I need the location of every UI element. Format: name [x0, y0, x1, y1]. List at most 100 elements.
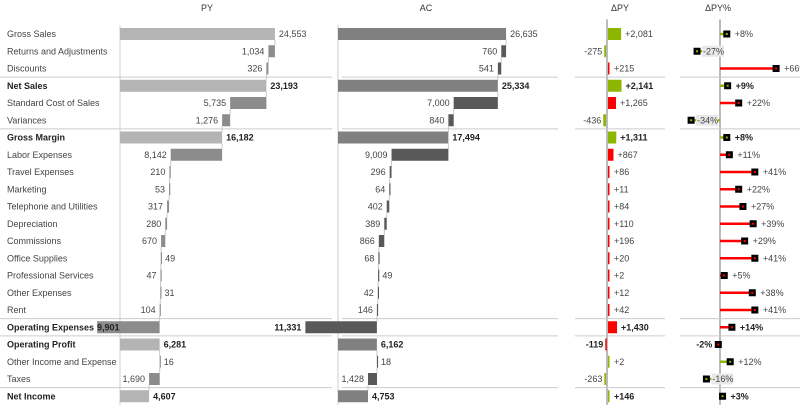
ac-bar	[497, 62, 502, 75]
py-value-label: 210	[150, 167, 165, 177]
delta-label: +215	[614, 64, 634, 74]
delta-pct-label: +41%	[763, 167, 786, 177]
py-value-label: 31	[164, 288, 174, 298]
ac-value-label: 296	[371, 167, 386, 177]
py-value-label: 670	[142, 236, 157, 246]
delta-pct-label: +38%	[760, 288, 783, 298]
header-delta-py: ΔPY	[611, 3, 629, 13]
delta-bar	[608, 28, 622, 40]
delta-pct-label: +9%	[736, 81, 754, 91]
py-bar	[159, 355, 161, 368]
delta-pct-label: +27%	[751, 202, 774, 212]
row-label: Commissions	[7, 236, 62, 246]
row-label: Net Sales	[7, 81, 48, 91]
delta-pct-marker-center	[753, 309, 756, 311]
delta-bar	[608, 166, 610, 178]
delta-label: +2,081	[625, 29, 653, 39]
delta-label: +1,430	[621, 322, 649, 332]
py-bar	[230, 97, 267, 109]
py-bar	[161, 235, 166, 247]
delta-pct-marker-center	[723, 274, 726, 277]
ac-value-label: 7,000	[427, 98, 450, 108]
delta-pct-marker-center	[753, 257, 756, 260]
ac-bar	[338, 79, 498, 92]
row-label: Travel Expenses	[7, 167, 74, 177]
delta-label: +84	[614, 202, 629, 212]
delta-pct-marker-center	[725, 33, 728, 35]
ac-bar	[389, 183, 391, 196]
ac-bar	[389, 166, 392, 178]
delta-label: +2,141	[626, 81, 654, 91]
delta-pct-marker-center	[717, 343, 720, 346]
rows: 24,553 1,034 326 23,193 5,735 1,276 16,182 8,14…	[7, 28, 800, 403]
row-label: Operating Profit	[7, 340, 76, 350]
row-label: Gross Margin	[7, 133, 65, 143]
delta-pct-marker-center	[728, 153, 731, 156]
py-bar	[170, 148, 223, 161]
ac-bar	[384, 217, 387, 230]
row-label: Gross Sales	[7, 29, 57, 39]
delta-label: +110	[614, 219, 634, 229]
py-value-label: 23,193	[270, 81, 298, 91]
delta-label: -263	[584, 374, 602, 384]
row-label: Other Expenses	[7, 288, 72, 298]
row-label: Discounts	[7, 64, 47, 74]
delta-pct-label: +12%	[738, 357, 761, 367]
delta-pct-marker-center	[753, 171, 756, 173]
py-value-label: 53	[155, 184, 165, 194]
row-label: Labor Expenses	[7, 150, 73, 160]
row-label: Rent	[7, 305, 27, 315]
py-bar	[160, 269, 162, 282]
py-bar	[165, 217, 168, 230]
header-ac: AC	[420, 3, 433, 13]
delta-pct-marker-center	[737, 102, 740, 104]
ac-bar	[338, 28, 507, 40]
py-value-label: 16	[164, 357, 174, 367]
ac-bar	[378, 252, 380, 265]
ac-value-label: 64	[375, 184, 385, 194]
py-value-label: 9,901	[97, 322, 120, 332]
ac-bar	[377, 286, 380, 299]
py-value-label: 6,281	[164, 340, 187, 350]
delta-pct-marker-center	[741, 205, 744, 208]
delta-bar	[608, 269, 610, 282]
ac-value-label: 18	[381, 357, 391, 367]
row-label: Net Income	[7, 391, 56, 401]
py-bar	[120, 131, 223, 144]
delta-bar	[608, 304, 610, 316]
delta-label: +1,311	[620, 133, 647, 143]
py-bar	[169, 166, 171, 178]
py-value-label: 317	[148, 202, 163, 212]
delta-pct-marker-center	[721, 395, 724, 398]
py-value-label: 8,142	[144, 150, 167, 160]
ac-bar	[376, 304, 379, 316]
delta-pct-label: +29%	[753, 236, 776, 246]
delta-label: -275	[584, 46, 602, 56]
py-bar	[149, 373, 160, 385]
py-bar	[160, 286, 162, 299]
py-value-label: 24,553	[279, 29, 307, 39]
delta-pct-marker-center	[729, 360, 732, 363]
py-value-label: 16,182	[226, 133, 254, 143]
delta-bar	[604, 373, 606, 385]
ac-bar	[448, 114, 454, 127]
ac-value-label: 4,753	[372, 391, 395, 401]
ac-bar	[376, 355, 379, 368]
delta-pct-label: +66%	[784, 64, 800, 74]
delta-label: +867	[617, 150, 637, 160]
py-bar	[222, 114, 231, 127]
delta-label: +2	[614, 357, 624, 367]
row-label: Variances	[7, 115, 47, 125]
delta-pct-marker-center	[730, 326, 733, 329]
py-bar	[120, 79, 267, 92]
delta-bar	[605, 338, 607, 351]
ac-bar	[378, 269, 380, 282]
ac-value-label: 49	[382, 271, 392, 281]
delta-bar	[608, 62, 610, 75]
row-label: Other Income and Expense	[7, 357, 117, 367]
row-label: Standard Cost of Sales	[7, 98, 100, 108]
gridlines	[0, 19, 800, 405]
delta-pct-label: +39%	[761, 219, 784, 229]
ac-value-label: 42	[364, 288, 374, 298]
row-label: Taxes	[7, 374, 31, 384]
